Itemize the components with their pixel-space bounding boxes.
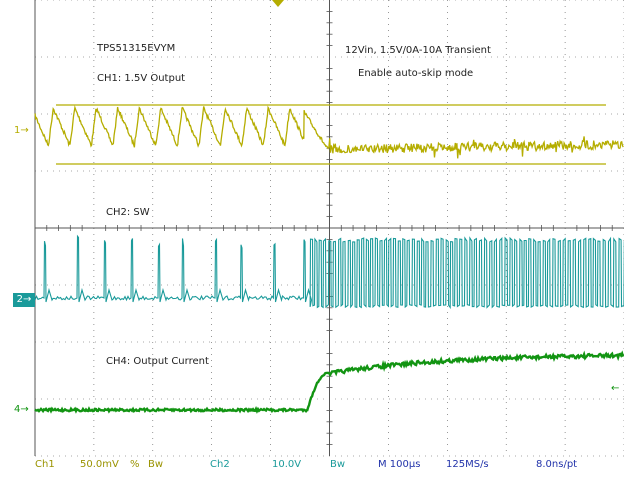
- ch1-name: Ch1: [35, 459, 55, 470]
- ch2-trace: [34, 234, 624, 310]
- device-label: TPS51315EVYM: [97, 43, 176, 54]
- ch1-bw: Bw: [148, 459, 164, 470]
- ch2-marker[interactable]: 2→: [13, 293, 35, 307]
- reference-lines: [56, 104, 606, 165]
- ch2-scale: 10.0V: [272, 459, 302, 470]
- ch4-trace: [34, 350, 624, 414]
- ch2-bw: Bw: [330, 459, 346, 470]
- graticule: [34, 0, 624, 457]
- timebase: M 100µs: [378, 459, 421, 470]
- ch4-marker[interactable]: 4→: [14, 404, 29, 415]
- condition-line1: 12Vin, 1.5V/0A-10A Transient: [345, 45, 491, 56]
- trigger-level-arrow[interactable]: ←: [611, 383, 620, 394]
- ch1-marker[interactable]: 1→: [14, 125, 29, 136]
- resolution: 8.0ns/pt: [536, 459, 578, 470]
- ch2-name: Ch2: [210, 459, 230, 470]
- ch1-coupling: %: [130, 459, 140, 470]
- sample-rate: 125MS/s: [446, 459, 489, 470]
- ch2-label: CH2: SW: [106, 207, 150, 218]
- ch1-scale: 50.0mV: [80, 459, 119, 470]
- ch1-label: CH1: 1.5V Output: [97, 73, 186, 84]
- ch1-trace: [34, 104, 624, 159]
- condition-line2: Enable auto-skip mode: [358, 68, 474, 79]
- ch4-label: CH4: Output Current: [106, 356, 209, 367]
- status-bar: Ch1 50.0mV % Bw Ch2 10.0V Bw M 100µs 125…: [0, 456, 624, 494]
- traces: [34, 104, 624, 414]
- trigger-position-marker: [272, 0, 284, 7]
